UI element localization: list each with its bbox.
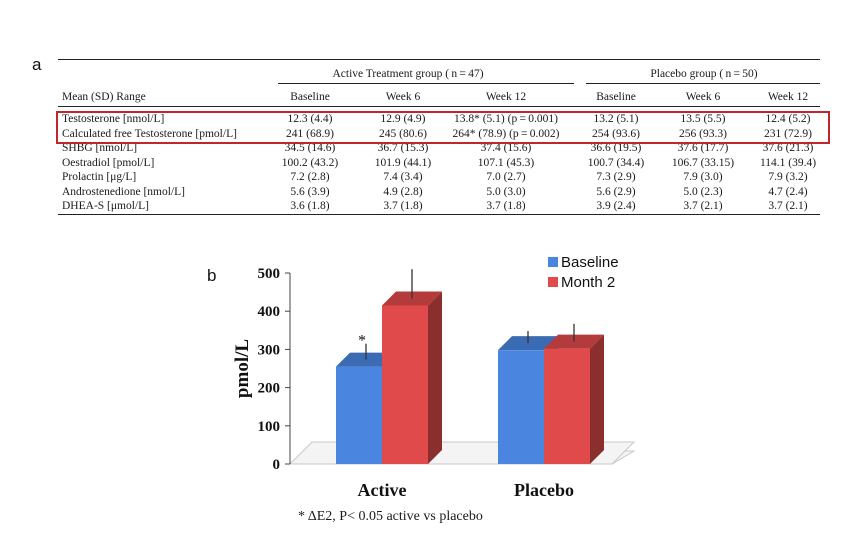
group-rule-placebo (586, 83, 820, 84)
table-cell: 107.1 (45.3) (477, 156, 535, 169)
legend-label: Month 2 (561, 274, 615, 291)
column-header: Mean (SD) Range (62, 91, 146, 103)
y-tick-label: 300 (258, 342, 281, 358)
row-label: Calculated free Testosterone [pmol/L] (62, 127, 237, 140)
table-top-rule (58, 59, 820, 60)
group-rule-active (278, 83, 574, 84)
table-cell: 36.6 (19.5) (590, 142, 642, 154)
highlight-box (56, 111, 830, 144)
table-cell: 3.7 (1.8) (383, 200, 423, 212)
significance-marker: * (358, 333, 366, 350)
table-cell: 245 (80.6) (379, 127, 427, 140)
table-cell: 5.0 (2.3) (683, 185, 723, 198)
x-category-label: Placebo (514, 480, 574, 500)
panel-label-a: a (32, 55, 42, 74)
table-cell: 101.9 (44.1) (374, 156, 432, 169)
table-cell: 7.2 (2.8) (290, 171, 330, 183)
table-cell: 3.7 (2.1) (683, 200, 723, 212)
group-header-placebo: Placebo group ( n = 50) (650, 68, 758, 80)
row-label: SHBG [nmol/L] (62, 142, 138, 154)
row-label: Prolactin [μg/L] (62, 171, 137, 183)
legend-swatch (548, 277, 558, 287)
table-cell: 100.7 (34.4) (587, 156, 645, 169)
table-cell: 254 (93.6) (592, 127, 640, 140)
y-tick-label: 0 (273, 457, 281, 473)
table-cell: 37.4 (15.6) (480, 142, 532, 154)
table-cell: 256 (93.3) (679, 127, 727, 140)
y-tick-label: 500 (258, 266, 281, 282)
column-header: Week 12 (485, 91, 527, 103)
column-header: Week 12 (767, 91, 809, 103)
group-header-active: Active Treatment group ( n = 47) (332, 68, 484, 80)
table-cell: 241 (68.9) (286, 127, 334, 140)
y-tick-label: 400 (258, 304, 281, 320)
row-label: Androstenedione [nmol/L] (62, 185, 185, 198)
bar-baseline (498, 350, 544, 464)
panel-label-b: b (207, 266, 217, 285)
table-cell: 5.6 (2.9) (596, 185, 636, 198)
table-cell: 5.6 (3.9) (290, 185, 330, 198)
table-cell: 13.2 (5.1) (593, 113, 639, 125)
legend-label: Baseline (561, 255, 619, 271)
row-label: Oestradiol [pmol/L] (62, 156, 155, 169)
column-header: Week 6 (685, 91, 721, 103)
row-label: DHEA-S [μmol/L] (62, 200, 149, 212)
table-cell: 114.1 (39.4) (759, 156, 817, 169)
column-header: Baseline (290, 91, 330, 103)
bar-month-2 (382, 305, 428, 464)
row-label: Testosterone [nmol/L] (62, 113, 165, 125)
column-header: Baseline (596, 91, 636, 103)
table-cell: 34.5 (14.6) (284, 142, 336, 154)
table-cell: 4.7 (2.4) (768, 185, 808, 198)
table-cell: 7.9 (3.0) (683, 171, 723, 183)
table-header-rule (58, 106, 820, 107)
x-category-label: Active (358, 480, 407, 500)
y-tick-label: 100 (258, 419, 281, 435)
table-cell: 100.2 (43.2) (281, 156, 339, 169)
table-cell: 264* (78.9) (p = 0.002) (452, 127, 560, 140)
table-cell: 3.6 (1.8) (290, 200, 330, 212)
table-cell: 4.9 (2.8) (383, 185, 423, 198)
table-cell: 12.4 (5.2) (765, 113, 811, 125)
bar-month-2 (544, 348, 590, 464)
table-cell: 7.3 (2.9) (596, 171, 636, 183)
bar-side (590, 334, 604, 464)
table-cell: 7.9 (3.2) (768, 171, 808, 183)
table-cell: 13.8* (5.1) (p = 0.001) (453, 113, 559, 125)
table-cell: 3.7 (2.1) (768, 200, 808, 212)
table-cell: 37.6 (17.7) (677, 142, 729, 154)
table-cell: 12.9 (4.9) (380, 113, 426, 125)
estradiol-bar-chart: 0 100 200 300 400 500 pmol/L Active Placebo * Base… (232, 255, 636, 500)
table-cell: 7.4 (3.4) (383, 171, 423, 183)
column-header: Week 6 (385, 91, 421, 103)
table-cell: 7.0 (2.7) (486, 171, 526, 183)
legend-swatch (548, 257, 558, 267)
table-cell: 36.7 (15.3) (377, 142, 429, 154)
table-cell: 3.7 (1.8) (486, 200, 526, 212)
y-tick-label: 200 (258, 381, 281, 397)
table-cell: 231 (72.9) (764, 127, 812, 140)
table-cell: 5.0 (3.0) (486, 185, 526, 198)
table-cell: 3.9 (2.4) (596, 200, 636, 212)
table-bottom-rule (58, 214, 820, 215)
bar-baseline (336, 366, 382, 464)
chart-footnote: * ΔE2, P< 0.05 active vs placebo (298, 509, 483, 524)
table-cell: 12.3 (4.4) (287, 113, 333, 125)
table-cell: 13.5 (5.5) (680, 113, 726, 125)
table-cell: 106.7 (33.15) (671, 156, 735, 169)
table-cell: 37.6 (21.3) (762, 142, 814, 154)
bar-side (428, 291, 442, 464)
y-axis-label: pmol/L (232, 339, 253, 398)
